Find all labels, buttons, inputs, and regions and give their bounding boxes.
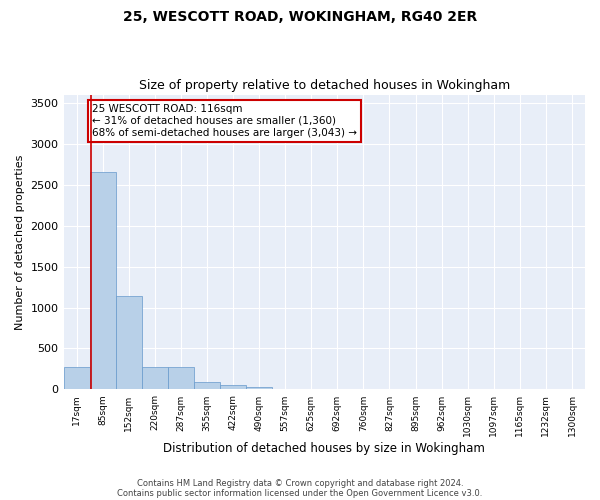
- Text: Contains HM Land Registry data © Crown copyright and database right 2024.: Contains HM Land Registry data © Crown c…: [137, 478, 463, 488]
- Y-axis label: Number of detached properties: Number of detached properties: [15, 154, 25, 330]
- Bar: [246, 386, 272, 390]
- Bar: [64, 368, 89, 390]
- Bar: [89, 172, 116, 390]
- Title: Size of property relative to detached houses in Wokingham: Size of property relative to detached ho…: [139, 79, 510, 92]
- Bar: [194, 382, 220, 390]
- Text: Contains public sector information licensed under the Open Government Licence v3: Contains public sector information licen…: [118, 488, 482, 498]
- Bar: [142, 366, 168, 390]
- Text: 25, WESCOTT ROAD, WOKINGHAM, RG40 2ER: 25, WESCOTT ROAD, WOKINGHAM, RG40 2ER: [123, 10, 477, 24]
- Bar: [116, 296, 142, 390]
- X-axis label: Distribution of detached houses by size in Wokingham: Distribution of detached houses by size …: [163, 442, 485, 455]
- Text: 25 WESCOTT ROAD: 116sqm
← 31% of detached houses are smaller (1,360)
68% of semi: 25 WESCOTT ROAD: 116sqm ← 31% of detache…: [92, 104, 357, 138]
- Bar: [220, 385, 246, 390]
- Bar: [168, 366, 194, 390]
